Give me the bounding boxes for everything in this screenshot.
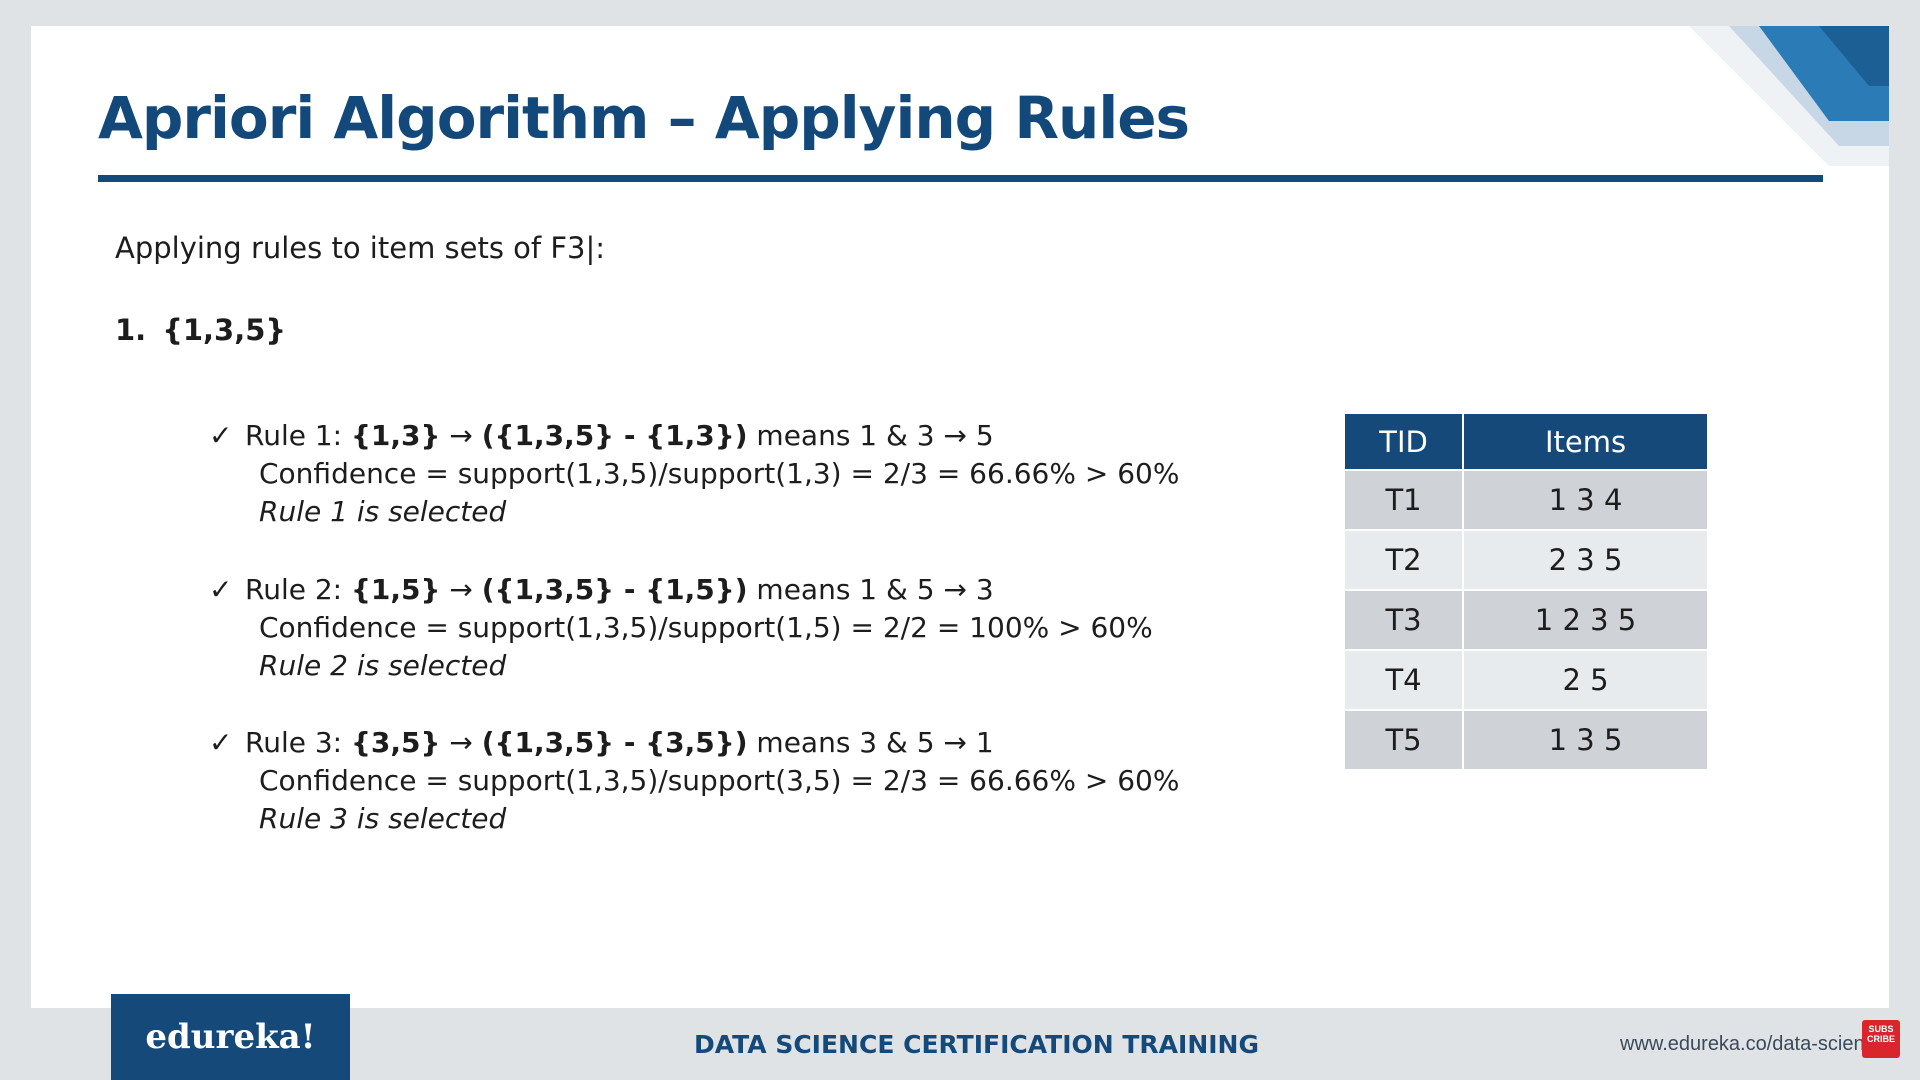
rule-3-head: ✓ Rule 3: {3,5} → ({1,3,5} - {3,5}) means… — [209, 724, 1179, 762]
table-header-tid: TID — [1345, 414, 1465, 470]
rule-2: ✓ Rule 2: {1,5} → ({1,3,5} - {1,5}) means… — [209, 571, 1153, 685]
rule-2-head: ✓ Rule 2: {1,5} → ({1,3,5} - {1,5}) means… — [209, 571, 1153, 609]
table-cell-tid: T5 — [1345, 709, 1465, 769]
page-title: Apriori Algorithm – Applying Rules — [98, 84, 1190, 152]
rule-3-rhs: ({1,3,5} - {3,5}) — [481, 726, 748, 759]
rule-2-arrow: → — [440, 573, 482, 606]
rule-3-meaning: means 3 & 5 → 1 — [747, 726, 994, 759]
table-header-items: Items — [1463, 414, 1707, 470]
table-cell-tid: T2 — [1345, 529, 1465, 590]
footer-url[interactable]: www.edureka.co/data-scien — [1620, 1033, 1865, 1055]
footer-course-title: DATA SCIENCE CERTIFICATION TRAINING — [694, 1030, 1260, 1059]
rule-1-lhs: {1,3} — [351, 419, 441, 452]
intro-text: Applying rules to item sets of F3|: — [115, 231, 606, 265]
subscribe-button[interactable]: SUBS CRIBE — [1862, 1020, 1900, 1058]
table-cell-tid: T3 — [1345, 589, 1465, 650]
table-row: T3 1 2 3 5 — [1345, 589, 1707, 650]
table-cell-items: 1 3 5 — [1463, 709, 1707, 769]
rule-3-status: Rule 3 is selected — [259, 802, 507, 835]
rule-2-label: Rule 2: — [245, 573, 351, 606]
rule-2-confidence: Confidence = support(1,3,5)/support(1,5)… — [259, 611, 1153, 644]
checkmark-icon: ✓ — [209, 419, 233, 452]
table-row: T4 2 5 — [1345, 649, 1707, 710]
rule-3-confidence: Confidence = support(1,3,5)/support(3,5)… — [259, 764, 1180, 797]
itemset-number: 1. — [115, 313, 147, 347]
rule-2-lhs: {1,5} — [351, 573, 441, 606]
rule-1-arrow: → — [440, 419, 482, 452]
rule-3: ✓ Rule 3: {3,5} → ({1,3,5} - {3,5}) means… — [209, 724, 1179, 838]
rule-1: ✓ Rule 1: {1,3} → ({1,3,5} - {1,3}) means… — [209, 417, 1179, 531]
rule-1-rhs: ({1,3,5} - {1,3}) — [481, 419, 748, 452]
table-header-row: TID Items — [1345, 414, 1707, 470]
rule-1-confidence: Confidence = support(1,3,5)/support(1,3)… — [259, 457, 1180, 490]
rule-3-arrow: → — [440, 726, 482, 759]
rule-1-status: Rule 1 is selected — [259, 495, 507, 528]
title-underline — [98, 175, 1823, 182]
transaction-table: TID Items T1 1 3 4 T2 2 3 5 T3 1 2 3 5 T… — [1345, 414, 1707, 769]
table-cell-tid: T1 — [1345, 469, 1465, 530]
rule-1-label: Rule 1: — [245, 419, 351, 452]
itemset-heading: 1. {1,3,5} — [115, 313, 286, 347]
checkmark-icon: ✓ — [209, 573, 233, 606]
table-row: T1 1 3 4 — [1345, 469, 1707, 530]
table-cell-items: 1 2 3 5 — [1463, 589, 1707, 650]
rule-1-meaning: means 1 & 3 → 5 — [747, 419, 994, 452]
table-cell-tid: T4 — [1345, 649, 1465, 710]
table-cell-items: 1 3 4 — [1463, 469, 1707, 530]
table-cell-items: 2 3 5 — [1463, 529, 1707, 590]
rule-3-label: Rule 3: — [245, 726, 351, 759]
rule-2-status: Rule 2 is selected — [259, 649, 507, 682]
rule-2-rhs: ({1,3,5} - {1,5}) — [481, 573, 748, 606]
itemset-value: {1,3,5} — [162, 313, 287, 347]
corner-decoration — [1689, 26, 1889, 166]
edureka-logo: edureka! — [111, 994, 350, 1080]
checkmark-icon: ✓ — [209, 726, 233, 759]
rule-3-lhs: {3,5} — [351, 726, 441, 759]
table-row: T2 2 3 5 — [1345, 529, 1707, 590]
rule-2-meaning: means 1 & 5 → 3 — [747, 573, 994, 606]
table-cell-items: 2 5 — [1463, 649, 1707, 710]
rule-1-head: ✓ Rule 1: {1,3} → ({1,3,5} - {1,3}) means… — [209, 417, 1179, 455]
table-row: T5 1 3 5 — [1345, 709, 1707, 769]
